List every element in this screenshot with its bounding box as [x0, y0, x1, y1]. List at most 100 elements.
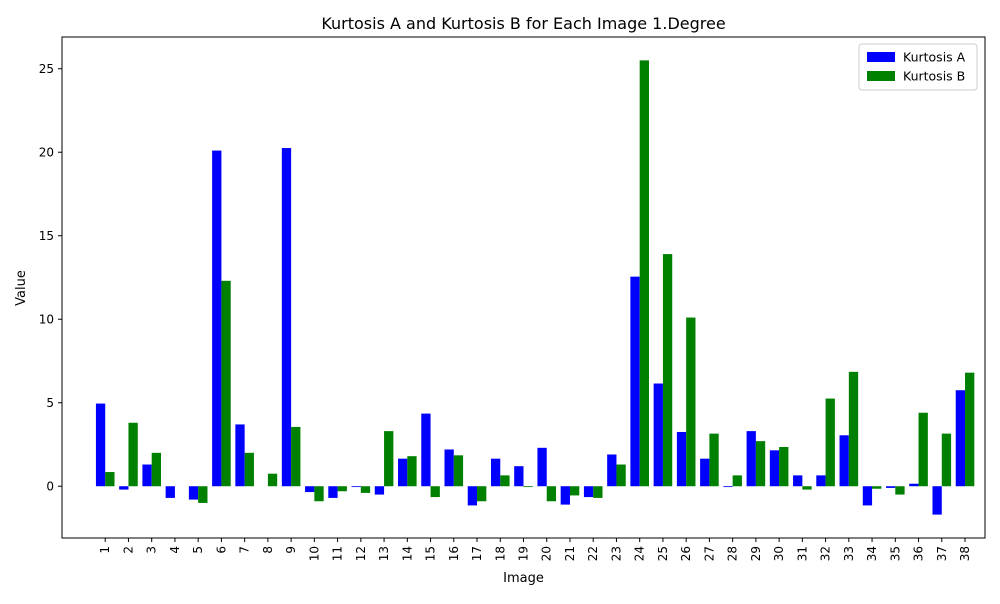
legend-label: Kurtosis A — [903, 50, 966, 65]
x-tick-label: 35 — [888, 546, 902, 561]
x-tick-label: 18 — [493, 546, 507, 561]
bar-kurtosis-b-25 — [662, 254, 673, 487]
bar-kurtosis-a-32 — [816, 475, 826, 487]
bar-kurtosis-b-32 — [825, 398, 835, 487]
bar-kurtosis-b-38 — [965, 372, 975, 487]
x-tick-label: 11 — [331, 546, 345, 561]
x-tick-label: 31 — [795, 546, 809, 561]
bar-kurtosis-a-34 — [862, 486, 873, 506]
bar-kurtosis-b-28 — [732, 475, 742, 487]
x-tick-label: 27 — [702, 546, 716, 561]
x-tick-label: 33 — [842, 546, 856, 561]
x-tick-label: 21 — [563, 546, 577, 561]
x-tick-label: 26 — [679, 546, 693, 561]
bar-kurtosis-b-19 — [523, 486, 533, 488]
bar-kurtosis-a-10 — [305, 486, 315, 493]
x-tick-label: 8 — [261, 546, 275, 554]
bar-kurtosis-b-18 — [500, 475, 510, 487]
x-axis: 1 2 3 4 5 6 7 8 9 10 11 12 13 14 15 16 17 18 19 20 21 22 23 24 2… — [98, 538, 972, 561]
y-axis: 0 5 10 15 20 25 — [39, 62, 62, 494]
x-axis-label: Image — [503, 571, 544, 586]
x-tick-label: 34 — [865, 546, 879, 561]
bar-kurtosis-a-27 — [700, 458, 710, 487]
y-tick-label: 5 — [46, 396, 54, 410]
bar-kurtosis-a-22 — [583, 486, 594, 498]
bar-kurtosis-a-24 — [630, 276, 640, 487]
x-tick-label: 24 — [633, 546, 647, 561]
bar-kurtosis-b-36 — [918, 412, 928, 487]
x-tick-label: 36 — [912, 546, 926, 561]
bar-kurtosis-a-2 — [119, 486, 129, 490]
bar-kurtosis-a-12 — [351, 486, 361, 488]
bar-kurtosis-a-37 — [932, 486, 942, 515]
y-tick-label: 20 — [39, 146, 54, 160]
bar-kurtosis-b-20 — [546, 486, 557, 502]
chart-title: Kurtosis A and Kurtosis B for Each Image… — [321, 14, 725, 33]
bar-kurtosis-b-7 — [244, 452, 254, 487]
bar-kurtosis-b-21 — [569, 486, 580, 496]
bar-kurtosis-a-35 — [886, 486, 896, 488]
x-tick-label: 4 — [168, 546, 182, 554]
bar-kurtosis-b-2 — [128, 422, 138, 487]
bar-kurtosis-b-17 — [477, 486, 487, 502]
y-tick-label: 0 — [46, 480, 54, 494]
bar-kurtosis-a-14 — [398, 458, 408, 487]
legend-swatch — [867, 52, 895, 62]
legend: Kurtosis A Kurtosis B — [858, 43, 978, 91]
bar-kurtosis-b-31 — [802, 486, 812, 490]
bar-kurtosis-a-5 — [188, 486, 199, 500]
bar-kurtosis-a-6 — [212, 150, 222, 487]
x-tick-label: 29 — [749, 546, 763, 561]
bar-kurtosis-a-30 — [769, 450, 780, 487]
y-tick-label: 15 — [39, 229, 54, 243]
bar-kurtosis-a-25 — [653, 383, 663, 487]
bar-kurtosis-b-8 — [267, 473, 278, 487]
x-tick-label: 22 — [586, 546, 600, 561]
bar-kurtosis-b-30 — [779, 446, 789, 487]
bar-kurtosis-a-26 — [676, 431, 687, 487]
x-tick-label: 28 — [726, 546, 740, 561]
x-tick-label: 15 — [424, 546, 438, 561]
x-tick-label: 14 — [400, 546, 414, 561]
bar-kurtosis-b-23 — [616, 464, 626, 487]
x-tick-label: 7 — [238, 546, 252, 554]
bar-kurtosis-a-38 — [955, 390, 966, 487]
bar-kurtosis-a-11 — [328, 486, 338, 498]
bar-kurtosis-b-16 — [453, 455, 464, 487]
bar-kurtosis-b-9 — [291, 426, 301, 487]
y-axis-label: Value — [14, 270, 29, 306]
bar-kurtosis-a-29 — [746, 431, 756, 487]
x-tick-label: 20 — [540, 546, 554, 561]
bar-kurtosis-b-26 — [686, 317, 696, 487]
x-tick-label: 10 — [307, 546, 321, 561]
x-tick-label: 16 — [447, 546, 461, 561]
x-tick-label: 30 — [772, 546, 786, 561]
bar-kurtosis-a-20 — [537, 447, 547, 487]
bar-kurtosis-b-13 — [384, 431, 394, 487]
y-tick-label: 10 — [39, 313, 54, 327]
bar-kurtosis-a-13 — [374, 486, 385, 495]
bar-kurtosis-a-15 — [421, 413, 431, 487]
x-tick-label: 38 — [958, 546, 972, 561]
bar-kurtosis-b-34 — [872, 486, 882, 489]
bar-kurtosis-a-18 — [490, 458, 501, 487]
bar-kurtosis-b-35 — [895, 486, 905, 495]
bar-kurtosis-a-28 — [723, 486, 733, 488]
bar-kurtosis-b-33 — [848, 371, 859, 487]
x-tick-label: 23 — [609, 546, 623, 561]
x-tick-label: 37 — [935, 546, 949, 561]
x-tick-label: 19 — [517, 546, 531, 561]
x-tick-label: 6 — [214, 546, 228, 554]
bar-kurtosis-b-24 — [639, 60, 649, 487]
bar-kurtosis-b-14 — [407, 456, 417, 487]
bar-kurtosis-a-31 — [793, 475, 803, 487]
x-tick-label: 9 — [284, 546, 298, 554]
bars-group — [95, 60, 975, 515]
bar-kurtosis-b-27 — [709, 433, 719, 487]
bar-kurtosis-b-6 — [221, 280, 231, 487]
y-tick-label: 25 — [39, 62, 54, 76]
bar-kurtosis-a-17 — [467, 486, 478, 506]
plot-frame — [61, 36, 986, 539]
